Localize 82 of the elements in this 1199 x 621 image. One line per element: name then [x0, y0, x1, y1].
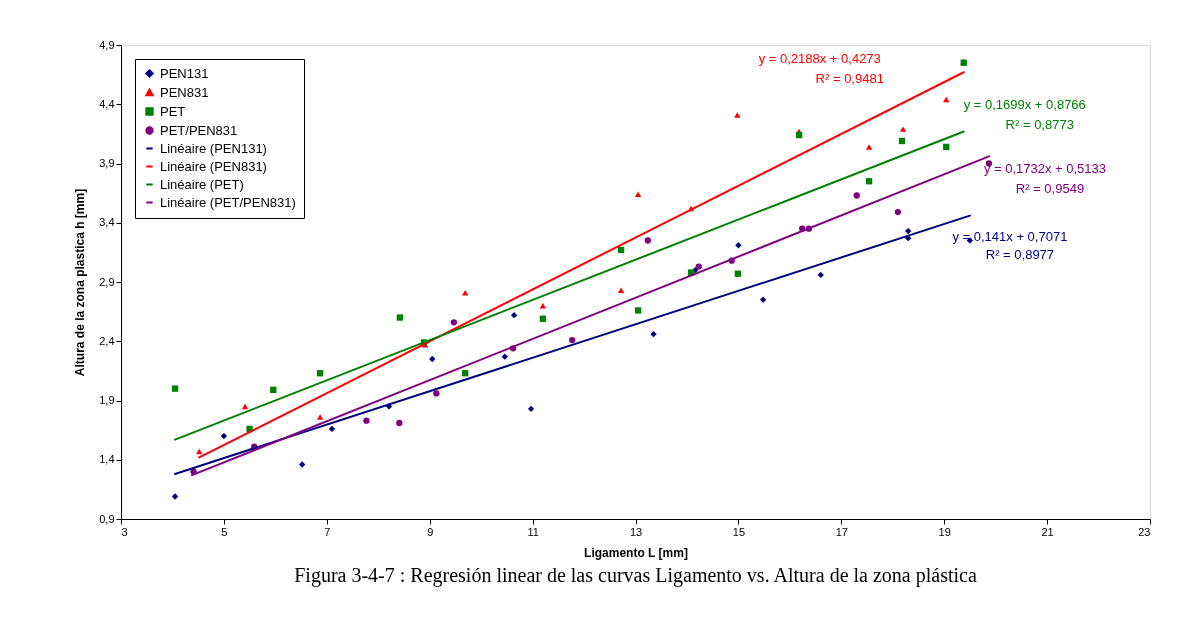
point: [196, 448, 203, 455]
x-tick-label: 15: [732, 525, 746, 538]
point: [734, 112, 741, 118]
annotation: y = 0,1699x + 0,8766: [963, 96, 1086, 112]
point: [759, 296, 767, 303]
point: [527, 405, 535, 412]
y-tick-label: 0,9: [99, 512, 115, 525]
annotation: R² = 0,9549: [1015, 181, 1085, 197]
legend-label: PEN831: [160, 84, 209, 100]
point: [396, 419, 403, 427]
point: [853, 192, 860, 199]
annotation: y = 0,141x + 0,7071: [952, 228, 1068, 244]
point: [270, 386, 277, 393]
point: [695, 263, 702, 270]
point: [898, 137, 906, 145]
x-tick-label: 9: [427, 525, 434, 538]
x-tick-label: 17: [835, 525, 848, 538]
legend-label: Linéaire (PET): [160, 176, 244, 192]
x-tick-label: 13: [629, 525, 643, 538]
y-tick-label: 1,4: [99, 453, 115, 466]
y-tick-label: 1,9: [99, 394, 115, 406]
point: [569, 336, 576, 344]
point: [363, 417, 370, 424]
point: [943, 143, 950, 151]
legend-label: Linéaire (PET/PEN831): [160, 194, 296, 210]
point: [433, 390, 440, 397]
point: [644, 237, 652, 244]
point: [634, 191, 642, 198]
legend-label: Linéaire (PEN131): [160, 140, 267, 156]
annotation: R² = 0,9481: [815, 71, 884, 87]
x-tick-label: 19: [938, 525, 951, 538]
y-tick-label: 3,4: [99, 216, 115, 229]
point: [539, 315, 547, 322]
x-axis-title: Ligamento L [mm]: [584, 545, 688, 560]
x-tick-label: 5: [221, 525, 228, 538]
x-tick-label: 21: [1041, 525, 1054, 538]
point: [735, 242, 742, 249]
point: [905, 227, 912, 235]
point: [220, 432, 228, 440]
point: [171, 493, 179, 500]
legend-label: PEN131: [160, 65, 209, 81]
x-tick-label: 3: [121, 525, 128, 538]
legend-label: PET: [160, 103, 186, 119]
point: [617, 246, 625, 254]
point: [396, 314, 404, 321]
x-tick-label: 23: [1138, 525, 1151, 538]
y-tick-label: 2,9: [99, 275, 115, 288]
point: [316, 414, 324, 420]
point: [865, 178, 873, 185]
point: [899, 126, 907, 132]
point: [501, 353, 508, 360]
point: [795, 131, 803, 139]
x-tick-label: 11: [527, 525, 539, 538]
point: [817, 271, 824, 279]
point: [865, 144, 873, 150]
y-tick-label: 4,9: [99, 38, 115, 51]
point: [894, 208, 902, 216]
point: [450, 319, 458, 326]
point: [328, 425, 336, 433]
point: [171, 385, 179, 392]
text: Figura 3-4-7 : Regresión linear de las curvas Ligamento vs. Altura de la zona plástica: [294, 564, 977, 587]
point: [617, 287, 625, 294]
legend-label: Linéaire (PEN831): [160, 158, 267, 174]
point: [462, 370, 469, 377]
x-tick-label: 7: [324, 525, 331, 538]
point: [298, 461, 306, 468]
point: [316, 370, 324, 377]
y-axis-title: Altura de la zona plastica h [mm]: [73, 188, 88, 377]
annotation: R² = 0,8773: [1005, 116, 1074, 132]
point: [634, 307, 642, 314]
point: [734, 270, 742, 277]
point: [429, 355, 436, 363]
annotation: y = 0,2188x + 0,4273: [758, 51, 881, 67]
y-tick-label: 4,4: [99, 97, 115, 110]
point: [650, 330, 657, 338]
annotation: y = 0,1732x + 0,5133: [983, 161, 1107, 177]
point: [241, 403, 249, 410]
y-tick-label: 3,9: [99, 157, 115, 169]
annotation: R² = 0,8977: [985, 246, 1055, 262]
legend-label: PET/PEN831: [160, 122, 238, 138]
point: [510, 312, 518, 319]
y-tick-label: 2,4: [99, 334, 115, 347]
